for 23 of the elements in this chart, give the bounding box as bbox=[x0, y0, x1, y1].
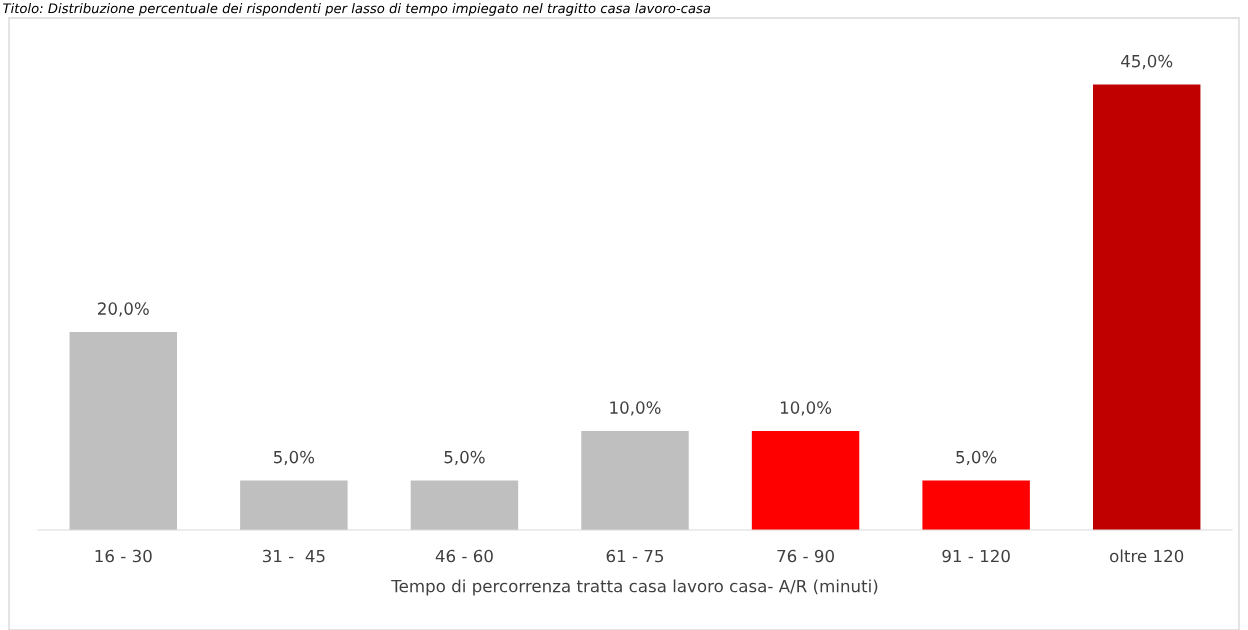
bar bbox=[1092, 84, 1201, 530]
x-tick-label: oltre 120 bbox=[1110, 549, 1184, 563]
x-axis-title: Tempo di percorrenza tratta casa lavoro casa- A/R (minuti) bbox=[391, 579, 878, 596]
chart-title: Titolo: Distribuzione percentuale dei rispondenti per lasso di tempo impiegato nel tragitto casa lavoro-casa bbox=[3, 3, 711, 16]
x-tick-label: 76 - 90 bbox=[777, 549, 834, 563]
x-tick-label: 91 - 120 bbox=[942, 549, 1010, 563]
bar bbox=[922, 480, 1030, 530]
data-label: 5,0% bbox=[956, 450, 997, 466]
data-label: 10,0% bbox=[610, 401, 661, 416]
data-label: 5,0% bbox=[444, 450, 485, 466]
bar bbox=[581, 431, 689, 530]
data-label: 10,0% bbox=[780, 401, 832, 416]
bar bbox=[410, 480, 519, 530]
x-tick-label: 61 - 75 bbox=[606, 549, 664, 563]
x-tick-label: 16 - 30 bbox=[95, 549, 152, 563]
bar bbox=[69, 332, 178, 530]
data-label: 20,0% bbox=[98, 302, 149, 317]
x-tick-label: 46 - 60 bbox=[435, 549, 493, 563]
data-label: 5,0% bbox=[273, 450, 315, 466]
bar bbox=[751, 431, 860, 530]
bar bbox=[240, 480, 348, 530]
x-tick-label: 31 - 45 bbox=[262, 549, 325, 563]
data-label: 45,0% bbox=[1121, 54, 1173, 70]
